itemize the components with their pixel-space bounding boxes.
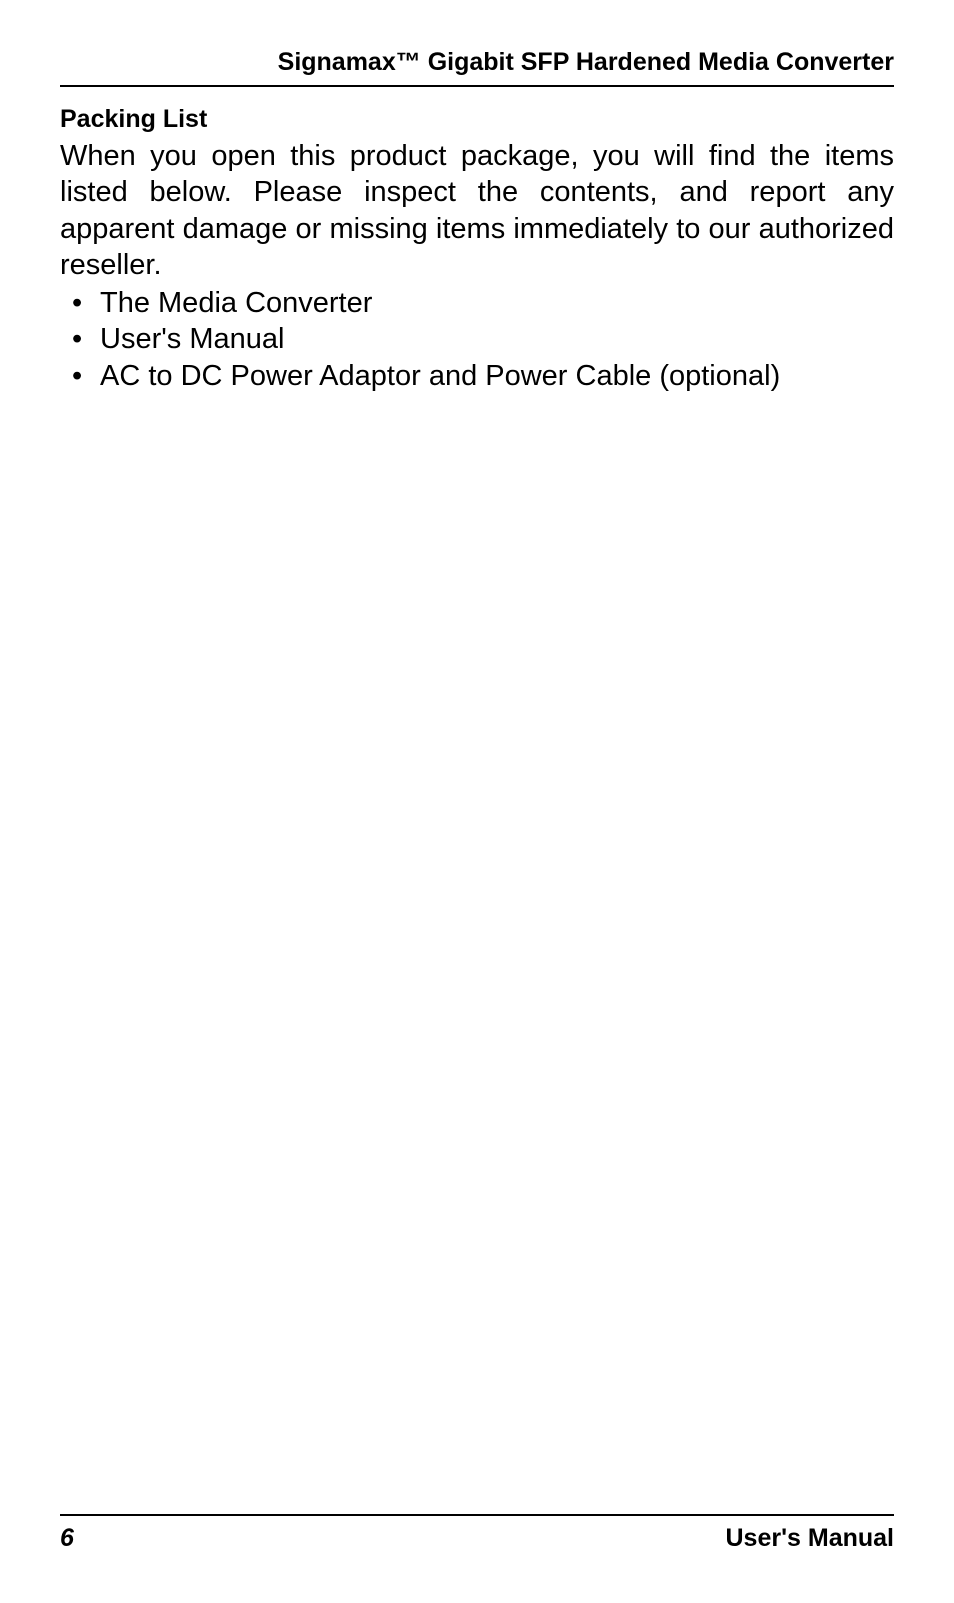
section-heading: Packing List — [60, 105, 894, 134]
page-number: 6 — [60, 1524, 74, 1553]
intro-paragraph: When you open this product package, you … — [60, 138, 894, 283]
header-title: Signamax™ Gigabit SFP Hardened Media Con… — [278, 48, 894, 76]
document-page: Signamax™ Gigabit SFP Hardened Media Con… — [0, 0, 954, 1603]
list-item: The Media Converter — [60, 285, 894, 321]
list-item: User's Manual — [60, 321, 894, 357]
page-footer: 6 User's Manual — [60, 1514, 894, 1553]
page-content: Packing List When you open this product … — [60, 87, 894, 1514]
page-header: Signamax™ Gigabit SFP Hardened Media Con… — [60, 48, 894, 87]
list-item: AC to DC Power Adaptor and Power Cable (… — [60, 358, 894, 394]
packing-list: The Media Converter User's Manual AC to … — [60, 285, 894, 394]
footer-label: User's Manual — [725, 1524, 894, 1553]
